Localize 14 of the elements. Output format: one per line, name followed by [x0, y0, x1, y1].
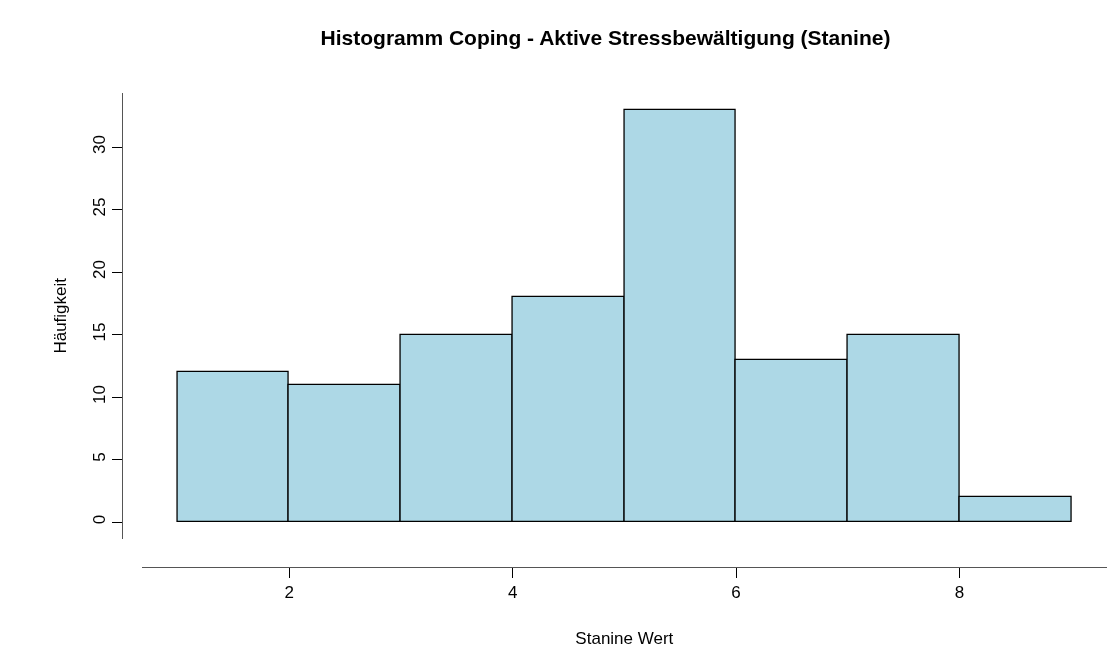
y-tick-label: 20 — [90, 260, 110, 279]
y-tick-label: 25 — [90, 197, 110, 217]
x-tick-label: 8 — [954, 583, 965, 603]
y-tick-label: 10 — [90, 385, 110, 404]
y-tick-label: 0 — [90, 514, 110, 525]
y-tick-label: 5 — [90, 452, 110, 462]
x-axis-title: Stanine Wert — [575, 628, 674, 648]
x-tick-label: 6 — [731, 583, 741, 603]
y-tick-label: 15 — [90, 322, 110, 342]
chart-title: Histogramm Coping - Aktive Stressbewältigung (Stanine) — [320, 25, 891, 49]
y-tick-label: 30 — [90, 135, 110, 154]
x-tick-label: 2 — [284, 583, 294, 603]
x-tick-label: 4 — [507, 583, 518, 603]
y-axis-title: Häufigkeit — [50, 277, 70, 354]
